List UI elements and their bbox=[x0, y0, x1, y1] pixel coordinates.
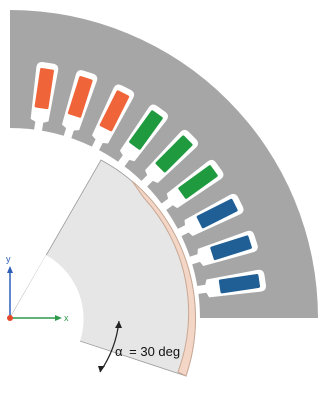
stator-slot-green bbox=[116, 104, 169, 169]
shaft-bore bbox=[10, 255, 84, 355]
slot-coil bbox=[129, 110, 163, 150]
stator-slot-blue bbox=[187, 230, 258, 267]
origin-marker bbox=[7, 315, 13, 321]
x-axis-label: x bbox=[64, 313, 69, 323]
stator-slot-orange bbox=[91, 84, 135, 152]
x-axis-arrow bbox=[55, 315, 62, 321]
stator-slot-orange bbox=[61, 70, 98, 141]
slot-coil bbox=[178, 165, 218, 199]
angle-label: α = 30 deg bbox=[115, 344, 180, 359]
stator-slot-blue bbox=[195, 269, 267, 298]
stator-slots bbox=[30, 61, 267, 298]
slot-coil bbox=[196, 198, 238, 229]
slot-coil bbox=[34, 67, 54, 110]
slot-coil bbox=[218, 274, 261, 294]
y-axis-arrow bbox=[7, 266, 13, 273]
slot-coil bbox=[99, 90, 130, 132]
stator-slot-green bbox=[159, 159, 224, 212]
alpha-symbol: α bbox=[115, 344, 123, 359]
angle-arrow-top bbox=[115, 321, 122, 328]
y-axis-label: y bbox=[6, 254, 11, 264]
slot-coil bbox=[155, 135, 193, 173]
slot-coil bbox=[67, 76, 93, 118]
angle-arrow-bottom bbox=[98, 366, 105, 372]
rotor-magnet bbox=[131, 180, 196, 377]
slot-coil bbox=[210, 235, 252, 261]
stator-slot-orange bbox=[30, 61, 59, 133]
stator-slot-blue bbox=[176, 193, 244, 237]
stator-slot-green bbox=[140, 129, 199, 188]
angle-value: = 30 deg bbox=[129, 344, 180, 359]
